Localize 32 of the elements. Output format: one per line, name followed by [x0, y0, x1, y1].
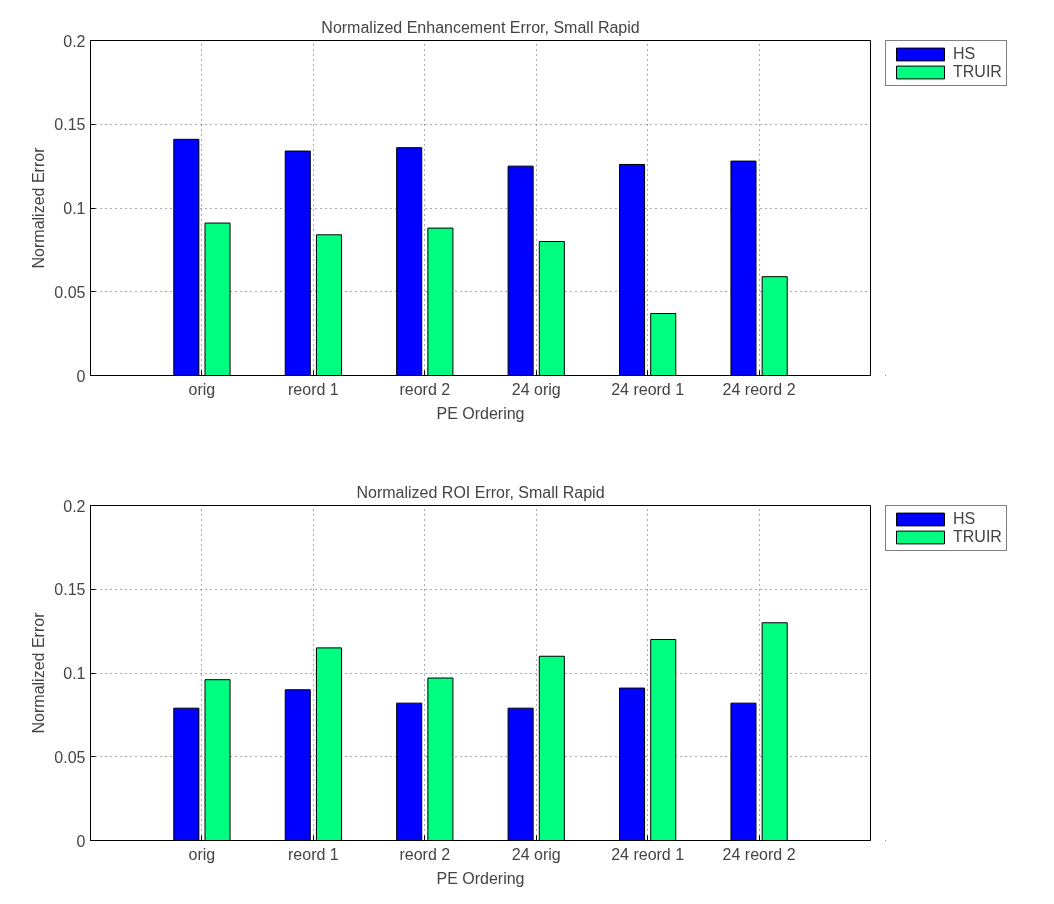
x-tick-label: reord 1: [288, 380, 339, 398]
x-tick-label: 24 orig: [511, 380, 561, 398]
x-tick-label: orig: [188, 845, 216, 863]
legend-label: HS: [953, 510, 976, 528]
chart-title: Normalized Enhancement Error, Small Rapid: [321, 18, 640, 36]
y-tick-label: 0.2: [63, 32, 86, 50]
y-tick-label: 0.05: [54, 748, 86, 766]
chart-title: Normalized ROI Error, Small Rapid: [356, 483, 605, 501]
legend-label: HS: [953, 45, 976, 63]
legend-label: TRUIR: [953, 528, 1002, 546]
x-tick-label: 24 reord 1: [611, 845, 685, 863]
x-tick-label: 24 orig: [511, 845, 561, 863]
x-axis-title: PE Ordering: [436, 404, 525, 422]
y-tick-label: 0: [76, 832, 86, 850]
x-tick-label: reord 1: [288, 845, 339, 863]
x-tick-label: 24 reord 2: [722, 845, 796, 863]
y-axis-title: Normalized Error: [30, 611, 48, 734]
x-tick-label: reord 2: [399, 380, 451, 398]
y-tick-label: 0: [76, 367, 86, 385]
y-tick-label: 0.2: [63, 497, 86, 515]
y-tick-label: 0.1: [63, 200, 86, 217]
y-tick-label: 0.05: [54, 283, 86, 301]
y-tick-label: 0.1: [63, 665, 86, 682]
legend-label: TRUIR: [953, 63, 1002, 81]
x-axis-title: PE Ordering: [436, 869, 525, 887]
x-tick-label: 24 reord 1: [611, 380, 685, 398]
x-tick-label: 24 reord 2: [722, 380, 796, 398]
y-axis-title: Normalized Error: [30, 146, 48, 269]
y-tick-label: 0.15: [54, 581, 86, 599]
x-tick-label: reord 2: [399, 845, 451, 863]
x-tick-label: orig: [188, 380, 216, 398]
y-tick-label: 0.15: [54, 116, 86, 134]
